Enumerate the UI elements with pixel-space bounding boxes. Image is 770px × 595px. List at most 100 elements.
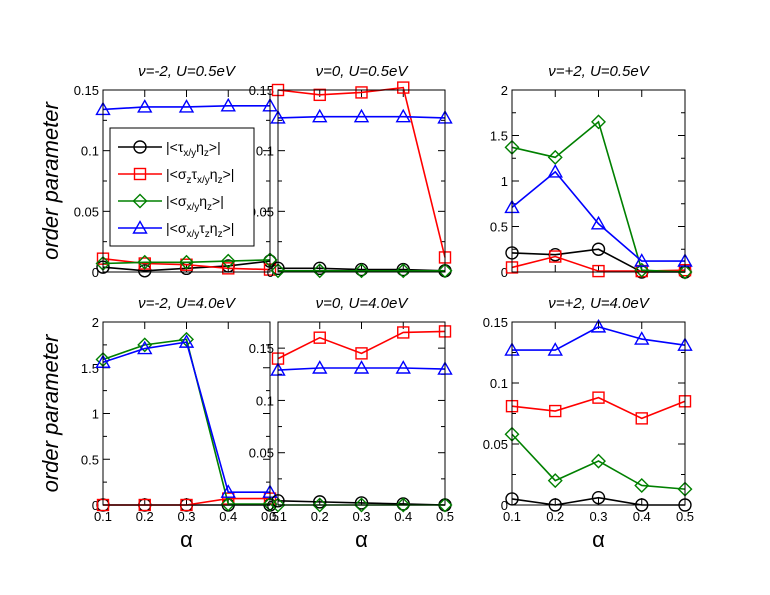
x-tick-label: 0.1	[94, 509, 112, 524]
panel-2: ν=0, U=0.5eV 0 0.05 0.1 0.15	[249, 63, 453, 280]
plot-frame	[102, 89, 271, 273]
x-tick-label: 0.3	[589, 509, 607, 524]
legend-subscript: x/y	[186, 202, 199, 213]
data-point	[549, 250, 562, 263]
data-point	[312, 497, 328, 513]
series-s4	[95, 97, 278, 116]
data-point	[313, 261, 327, 276]
data-point	[354, 497, 369, 513]
y-tick-label: 2	[501, 83, 508, 98]
data-point	[590, 215, 607, 230]
panel-5: ν=0, U=4.0eV 0 0.05 0.1 0.15 0.1 0.2 0.3 0.4 0.5 α	[249, 295, 454, 552]
legend-text: η	[210, 220, 218, 236]
legend-subscript: z	[218, 229, 223, 240]
x-tick-label: 0.2	[136, 509, 154, 524]
plot-frame	[511, 321, 686, 506]
data-point	[137, 254, 153, 270]
data-point	[591, 490, 606, 505]
series-line	[277, 367, 446, 371]
data-point	[635, 412, 648, 425]
data-point	[313, 88, 326, 102]
y-tick-label: 0.15	[483, 315, 508, 330]
y-tick-label: 0.15	[74, 83, 99, 98]
y-tick-label: 0.05	[249, 446, 274, 461]
y-tick-label: 0.15	[249, 341, 274, 356]
plot-frame	[102, 321, 271, 506]
legend-text: τ	[191, 166, 197, 182]
series-s2	[505, 391, 692, 425]
data-point	[178, 99, 195, 113]
data-point	[547, 149, 563, 165]
data-point	[591, 114, 606, 130]
y-tick-label: 0	[267, 265, 274, 280]
legend-text: τ	[199, 220, 205, 236]
series-line	[278, 267, 446, 272]
data-point	[592, 264, 605, 278]
legend-label: |<τx/yηz>|	[166, 139, 221, 159]
legend-subscript: z	[204, 148, 209, 159]
y-tick-label: 2	[92, 315, 99, 330]
legend-marker	[133, 140, 147, 154]
x-axis-label: α	[592, 527, 605, 552]
plot-frame	[277, 89, 446, 273]
series-line	[102, 341, 270, 493]
series-line	[511, 120, 686, 273]
panel-title: ν=-2, U=4.0eV	[138, 295, 237, 312]
data-point	[312, 263, 328, 279]
data-point	[634, 331, 650, 345]
x-tick-label: 0.4	[633, 509, 651, 524]
data-point	[547, 473, 563, 489]
x-tick-label: 0.4	[219, 509, 237, 524]
series-line	[277, 86, 446, 258]
series-line	[511, 396, 686, 420]
legend-marker	[132, 220, 148, 234]
data-point	[437, 263, 453, 279]
data-point	[270, 263, 286, 279]
legend-subscript: z	[205, 229, 210, 240]
series-s4	[270, 360, 453, 376]
x-tick-label: 0.1	[269, 509, 287, 524]
data-point	[547, 163, 563, 178]
data-point	[355, 86, 368, 99]
data-point	[354, 496, 369, 510]
y-tick-label: 0.1	[81, 144, 99, 159]
panel-title: ν=+2, U=4.0eV	[548, 295, 650, 312]
series-s1	[271, 494, 452, 512]
legend-label: |<σx/yτzηz>|	[166, 220, 234, 240]
data-point	[437, 497, 453, 513]
panel-6: ν=+2, U=4.0eV 0 0.05 0.1 0.15 0.1 0.2 0.3 0.4 0.5…	[483, 295, 694, 552]
data-point	[137, 99, 153, 113]
legend-label: |<σx/yηz>|	[166, 193, 224, 213]
data-point	[220, 496, 236, 512]
data-point	[178, 334, 195, 348]
data-point	[220, 484, 236, 498]
series-s4	[270, 108, 453, 124]
series-line	[102, 259, 271, 265]
x-tick-label: 0.3	[352, 509, 370, 524]
x-axis-label: α	[355, 527, 368, 552]
data-point	[137, 340, 153, 355]
data-point	[220, 97, 236, 112]
data-point	[220, 253, 236, 269]
data-point	[397, 326, 410, 339]
series-line	[277, 115, 446, 119]
data-point	[138, 264, 152, 278]
legend-text: |<σ	[166, 193, 187, 209]
y-tick-label: 1.5	[490, 129, 508, 144]
y-tick-label: 0	[92, 265, 99, 280]
legend-text: |<σ	[166, 166, 187, 182]
legend-text: >|	[223, 166, 235, 182]
legend-subscript: x/y	[183, 148, 196, 159]
y-axis-label: order parameter	[38, 333, 63, 492]
data-point	[395, 360, 411, 374]
y-axis-label: order parameter	[38, 100, 63, 259]
y-tick-label: 0	[501, 498, 508, 513]
data-point	[180, 258, 193, 271]
data-point	[591, 453, 606, 469]
legend: |<τx/yηz>||<σzτx/yηz>||<σx/yηz>||<σx/yτz…	[109, 127, 255, 247]
legend-subscript: x/y	[186, 229, 199, 240]
y-tick-label: 1	[501, 174, 508, 189]
legend-subscript: z	[186, 175, 191, 186]
plot-frame	[277, 321, 446, 506]
